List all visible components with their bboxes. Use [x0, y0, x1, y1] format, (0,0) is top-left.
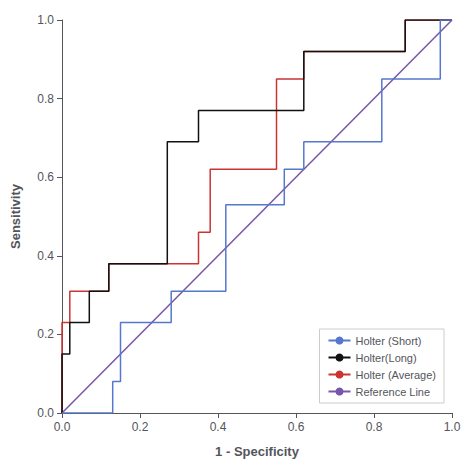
- svg-text:0.4: 0.4: [210, 420, 227, 434]
- svg-text:Holter (Average): Holter (Average): [356, 369, 437, 381]
- svg-text:1 - Specificity: 1 - Specificity: [215, 444, 300, 459]
- svg-text:0.8: 0.8: [366, 420, 383, 434]
- svg-text:0.2: 0.2: [37, 327, 54, 341]
- svg-text:0.6: 0.6: [288, 420, 305, 434]
- svg-text:Reference Line: Reference Line: [356, 386, 431, 398]
- svg-text:Holter (Short): Holter (Short): [356, 335, 422, 347]
- svg-text:Sensitivity: Sensitivity: [8, 183, 23, 249]
- svg-text:0.6: 0.6: [37, 170, 54, 184]
- svg-text:0.0: 0.0: [37, 406, 54, 420]
- svg-text:0.2: 0.2: [132, 420, 149, 434]
- svg-text:0.0: 0.0: [54, 420, 71, 434]
- svg-text:0.8: 0.8: [37, 92, 54, 106]
- svg-text:1.0: 1.0: [444, 420, 461, 434]
- svg-text:0.4: 0.4: [37, 249, 54, 263]
- svg-text:Holter(Long): Holter(Long): [356, 352, 417, 364]
- svg-text:1.0: 1.0: [37, 13, 54, 27]
